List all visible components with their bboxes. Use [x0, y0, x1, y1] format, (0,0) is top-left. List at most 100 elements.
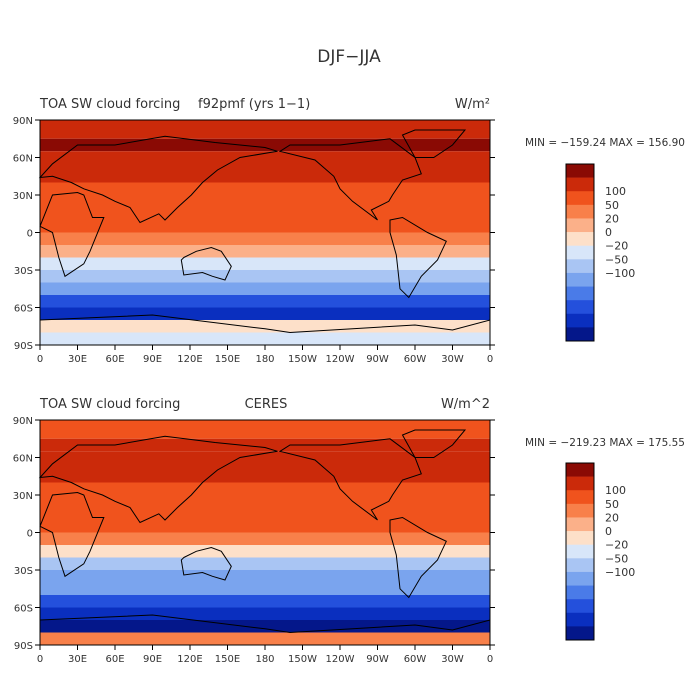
y-tick-label: 90S: [14, 341, 33, 352]
x-tick-label: 90W: [366, 654, 389, 665]
lat-band: [40, 420, 490, 439]
lat-band: [40, 582, 490, 595]
x-tick-label: 60E: [105, 654, 124, 665]
colorbar-swatch: [566, 585, 594, 600]
x-tick-label: 0: [487, 654, 493, 665]
lat-band: [40, 232, 490, 245]
coastline: [401, 129, 467, 158]
y-tick-label: 60N: [13, 154, 33, 165]
lat-band: [40, 632, 490, 645]
colorbar-swatch: [566, 164, 594, 178]
y-tick-label: 90S: [14, 641, 33, 652]
x-tick-label: 60W: [404, 354, 427, 365]
figure-title: DJF−JJA: [317, 47, 381, 67]
colorbar-swatch: [566, 544, 594, 559]
colorbar-swatch: [566, 327, 594, 342]
x-tick-label: 0: [37, 654, 43, 665]
map-panel-1: 0 30E 60E 90E 120E 150E 180 150W 120W 90W 60W 30W 09…: [13, 97, 685, 365]
colorbar-label: −50: [605, 552, 628, 565]
colorbar-swatch: [566, 191, 594, 206]
colorbar-frame: [565, 462, 595, 641]
y-tick-label: 60S: [14, 604, 33, 615]
min-max-stats: MIN = −219.23 MAX = 175.55: [525, 437, 685, 449]
x-tick-label: 150W: [288, 654, 317, 665]
coastline: [278, 438, 422, 521]
lat-band: [40, 220, 490, 233]
x-tick-label: 180: [255, 354, 274, 365]
colorbar-label: −20: [605, 240, 628, 253]
lat-band: [40, 332, 490, 345]
x-tick-label: 180: [255, 654, 274, 665]
lat-band: [40, 151, 490, 170]
coastline: [180, 546, 232, 581]
coastline: [39, 191, 105, 278]
lat-band: [40, 451, 490, 470]
lat-band: [40, 138, 490, 152]
lat-band: [40, 320, 490, 333]
lat-band: [40, 620, 490, 633]
lat-band: [40, 270, 490, 283]
coastline: [401, 429, 467, 458]
lat-band: [40, 495, 490, 508]
x-tick-label: 90E: [143, 654, 162, 665]
lat-band: [40, 470, 490, 483]
x-tick-label: 150W: [288, 354, 317, 365]
colorbar-label: 20: [605, 511, 619, 524]
lat-band: [40, 557, 490, 570]
colorbar-label: 50: [605, 199, 619, 212]
x-tick-label: 150E: [215, 654, 240, 665]
colorbar-swatch: [566, 286, 594, 301]
colorbar-label: 0: [605, 525, 612, 538]
lat-band: [40, 120, 490, 139]
colorbar-swatch: [566, 313, 594, 328]
coastline: [39, 491, 105, 578]
colorbar-label: −20: [605, 539, 628, 552]
x-tick-label: 0: [37, 354, 43, 365]
colorbar-swatch: [566, 476, 594, 491]
lat-band: [40, 195, 490, 208]
y-tick-label: 60N: [13, 454, 33, 465]
y-tick-label: 60S: [14, 304, 33, 315]
y-tick-label: 30S: [14, 266, 33, 277]
case-label: CERES: [245, 397, 288, 412]
colorbar-label: 100: [605, 484, 626, 497]
lat-band: [40, 482, 490, 495]
y-tick-label: 30N: [13, 491, 33, 502]
lat-band: [40, 438, 490, 452]
min-max-stats: MIN = −159.24 MAX = 156.90: [525, 137, 685, 149]
lat-band: [40, 170, 490, 183]
map-panel-2: 0 30E 60E 90E 120E 150E 180 150W 120W 90W 60W 30W 09…: [13, 397, 685, 665]
x-tick-label: 150E: [215, 354, 240, 365]
colorbar-frame: [565, 163, 595, 342]
lat-band: [40, 607, 490, 620]
colorbar-label: −100: [605, 267, 635, 280]
case-label: f92pmf (yrs 1−1): [198, 97, 310, 112]
colorbar-swatch: [566, 571, 594, 586]
x-tick-label: 30W: [441, 654, 464, 665]
colorbar-swatch: [566, 517, 594, 532]
lat-band: [40, 182, 490, 195]
lat-band: [40, 595, 490, 608]
lat-band: [40, 282, 490, 295]
colorbar-swatch: [566, 463, 594, 477]
panel-title: TOA SW cloud forcing: [39, 397, 180, 412]
colorbar-swatch: [566, 490, 594, 505]
panel-title: TOA SW cloud forcing: [39, 97, 180, 112]
y-tick-label: 90N: [13, 116, 33, 127]
lat-band: [40, 295, 490, 308]
x-tick-label: 90W: [366, 354, 389, 365]
coastline: [38, 135, 278, 224]
y-tick-label: 0: [27, 229, 33, 240]
lat-band: [40, 570, 490, 583]
colorbar-swatch: [566, 531, 594, 545]
lat-band: [40, 545, 490, 558]
lat-band: [40, 507, 490, 520]
lat-band: [40, 257, 490, 270]
coastline: [389, 516, 447, 599]
coastline: [389, 216, 447, 299]
coastline: [38, 435, 278, 524]
coastline: [180, 246, 232, 281]
x-tick-label: 90E: [143, 354, 162, 365]
colorbar-swatch: [566, 232, 594, 246]
